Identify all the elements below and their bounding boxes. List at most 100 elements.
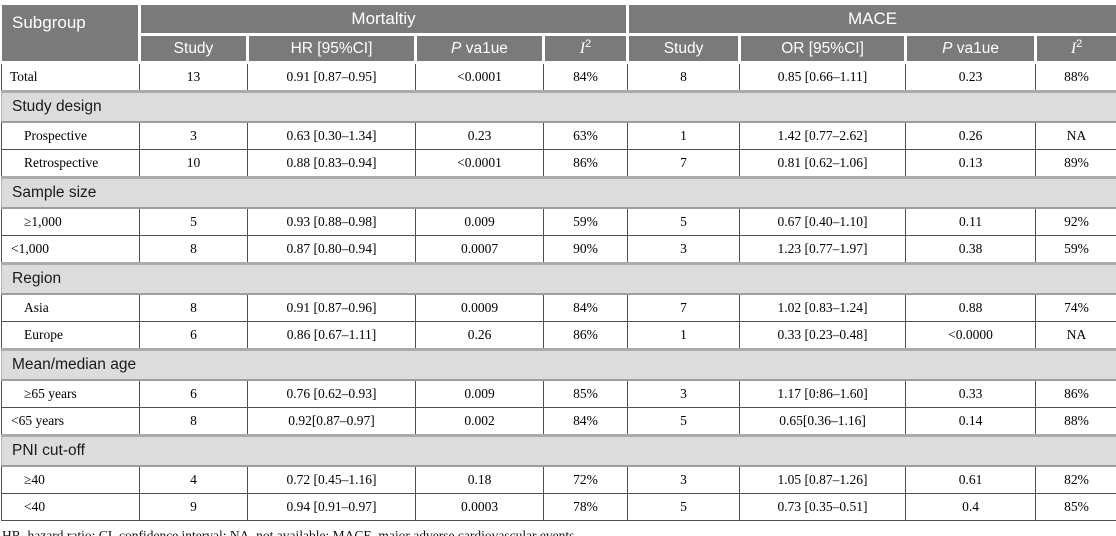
mace-or-cell: 0.81 [0.62–1.06] xyxy=(739,149,907,178)
section-row-pni-cut-off: PNI cut-off xyxy=(0,434,1116,467)
table-row-lt-65-years: <65 years 8 0.92[0.87–0.97] 0.002 84% 5 … xyxy=(1,407,1116,436)
mortality-hr-cell: 0.91 [0.87–0.96] xyxy=(247,293,416,322)
subgroup-cell: Asia xyxy=(1,293,140,322)
mace-pvalue-cell: 0.88 xyxy=(905,293,1037,322)
mortality-i2-cell: 84% xyxy=(542,61,629,92)
mortality-study-cell: 6 xyxy=(139,321,248,350)
mace-group-header: MACE xyxy=(626,2,1116,36)
mortality-i2-cell: 84% xyxy=(542,293,629,322)
mace-i2-cell: NA xyxy=(1035,321,1116,350)
mace-study-cell: 5 xyxy=(627,407,741,436)
mortality-hr-cell: 0.87 [0.80–0.94] xyxy=(247,235,416,264)
mace-or-cell: 1.42 [0.77–2.62] xyxy=(739,121,907,150)
mace-pvalue-cell: <0.0000 xyxy=(905,321,1037,350)
section-label: PNI cut-off xyxy=(0,434,1116,467)
mortality-pvalue-cell: 0.0007 xyxy=(415,235,544,264)
table-row-ge-40: ≥40 4 0.72 [0.45–1.16] 0.18 72% 3 1.05 [… xyxy=(1,465,1116,494)
section-row-sample-size: Sample size xyxy=(0,176,1116,209)
mortality-i2-cell: 86% xyxy=(542,149,629,178)
mortality-study-cell: 8 xyxy=(139,293,248,322)
mortality-hr-cell: 0.86 [0.67–1.11] xyxy=(247,321,416,350)
mortality-group-header: Mortaltiy xyxy=(137,2,630,36)
mace-pvalue-cell: 0.4 xyxy=(905,493,1037,521)
mace-or-cell: 0.33 [0.23–0.48] xyxy=(739,321,907,350)
i2-superscript: 2 xyxy=(585,38,592,51)
mace-study-cell: 8 xyxy=(627,61,741,92)
mortality-pvalue-header: P va1ue xyxy=(414,33,545,64)
mace-or-header: OR [95%CI] xyxy=(738,33,908,64)
mace-i2-cell: 74% xyxy=(1035,293,1116,322)
subgroup-cell: <40 xyxy=(1,493,140,521)
table-footnote: HR, hazard ratio; CI, confidence interva… xyxy=(2,528,578,536)
mortality-hr-cell: 0.76 [0.62–0.93] xyxy=(247,379,416,408)
mace-pvalue-cell: 0.23 xyxy=(905,61,1037,92)
mace-i2-cell: 59% xyxy=(1035,235,1116,264)
mace-pvalue-cell: 0.14 xyxy=(905,407,1037,436)
mortality-hr-cell: 0.92[0.87–0.97] xyxy=(247,407,416,436)
table-row-retrospective: Retrospective 10 0.88 [0.83–0.94] <0.000… xyxy=(1,149,1116,178)
mortality-pvalue-cell: <0.0001 xyxy=(415,149,544,178)
mortality-hr-cell: 0.91 [0.87–0.95] xyxy=(247,61,416,92)
mortality-i2-cell: 72% xyxy=(542,465,629,494)
mortality-i2-cell: 78% xyxy=(542,493,629,521)
pvalue-label: P va1ue xyxy=(451,39,508,57)
mace-study-cell: 7 xyxy=(627,149,741,178)
mace-or-cell: 0.67 [0.40–1.10] xyxy=(739,207,907,236)
table-row-ge-1000: ≥1,000 5 0.93 [0.88–0.98] 0.009 59% 5 0.… xyxy=(1,207,1116,236)
mortality-pvalue-cell: 0.26 xyxy=(415,321,544,350)
mortality-hr-cell: 0.72 [0.45–1.16] xyxy=(247,465,416,494)
header-row-columns: Study HR [95%CI] P va1ue I2 Study OR [95… xyxy=(2,33,1116,64)
subgroup-cell: <65 years xyxy=(1,407,140,436)
mortality-study-cell: 8 xyxy=(139,407,248,436)
mortality-i2-cell: 59% xyxy=(542,207,629,236)
mortality-pvalue-cell: 0.009 xyxy=(415,207,544,236)
mace-pvalue-cell: 0.38 xyxy=(905,235,1037,264)
mortality-i2-cell: 84% xyxy=(542,407,629,436)
mortality-study-cell: 6 xyxy=(139,379,248,408)
section-row-mean-median-age: Mean/median age xyxy=(0,348,1116,381)
mace-study-header: Study xyxy=(626,33,742,64)
mace-study-cell: 3 xyxy=(627,235,741,264)
mace-i2-header: I2 xyxy=(1034,33,1116,64)
section-label: Study design xyxy=(0,90,1116,123)
subgroup-cell: <1,000 xyxy=(1,235,140,264)
table-row-ge-65-years: ≥65 years 6 0.76 [0.62–0.93] 0.009 85% 3… xyxy=(1,379,1116,408)
mace-pvalue-cell: 0.33 xyxy=(905,379,1037,408)
pvalue-label: P va1ue xyxy=(942,39,999,57)
mortality-hr-cell: 0.88 [0.83–0.94] xyxy=(247,149,416,178)
section-label: Mean/median age xyxy=(0,348,1116,381)
mortality-hr-cell: 0.94 [0.91–0.97] xyxy=(247,493,416,521)
section-label: Sample size xyxy=(0,176,1116,209)
mace-study-cell: 7 xyxy=(627,293,741,322)
mortality-pvalue-cell: <0.0001 xyxy=(415,61,544,92)
mortality-i2-cell: 63% xyxy=(542,121,629,150)
i2-superscript: 2 xyxy=(1076,38,1083,51)
mace-i2-cell: 86% xyxy=(1035,379,1116,408)
mortality-study-header: Study xyxy=(138,33,249,64)
mortality-i2-cell: 85% xyxy=(542,379,629,408)
section-row-study-design: Study design xyxy=(0,90,1116,123)
table-row-asia: Asia 8 0.91 [0.87–0.96] 0.0009 84% 7 1.0… xyxy=(1,293,1116,322)
subgroup-cell: Retrospective xyxy=(1,149,140,178)
mortality-hr-header: HR [95%CI] xyxy=(246,33,417,64)
table-row-total: Total 13 0.91 [0.87–0.95] <0.0001 84% 8 … xyxy=(1,61,1116,92)
mortality-pvalue-cell: 0.0009 xyxy=(415,293,544,322)
section-row-region: Region xyxy=(0,262,1116,295)
mace-i2-cell: 88% xyxy=(1035,61,1116,92)
subgroup-cell: Europe xyxy=(1,321,140,350)
mortality-study-cell: 9 xyxy=(139,493,248,521)
subgroup-cell: ≥1,000 xyxy=(1,207,140,236)
mortality-hr-cell: 0.93 [0.88–0.98] xyxy=(247,207,416,236)
subgroup-cell: Total xyxy=(1,61,140,92)
subgroup-analysis-table: Subgroup Mortaltiy MACE Study HR [95%CI]… xyxy=(0,2,1116,521)
subgroup-header: Subgroup xyxy=(1,2,141,64)
mortality-pvalue-cell: 0.0003 xyxy=(415,493,544,521)
table-row-europe: Europe 6 0.86 [0.67–1.11] 0.26 86% 1 0.3… xyxy=(1,321,1116,350)
mace-study-cell: 5 xyxy=(627,493,741,521)
mace-or-cell: 1.02 [0.83–1.24] xyxy=(739,293,907,322)
mace-study-cell: 5 xyxy=(627,207,741,236)
mace-i2-cell: 89% xyxy=(1035,149,1116,178)
mace-i2-cell: 82% xyxy=(1035,465,1116,494)
mace-i2-cell: 88% xyxy=(1035,407,1116,436)
